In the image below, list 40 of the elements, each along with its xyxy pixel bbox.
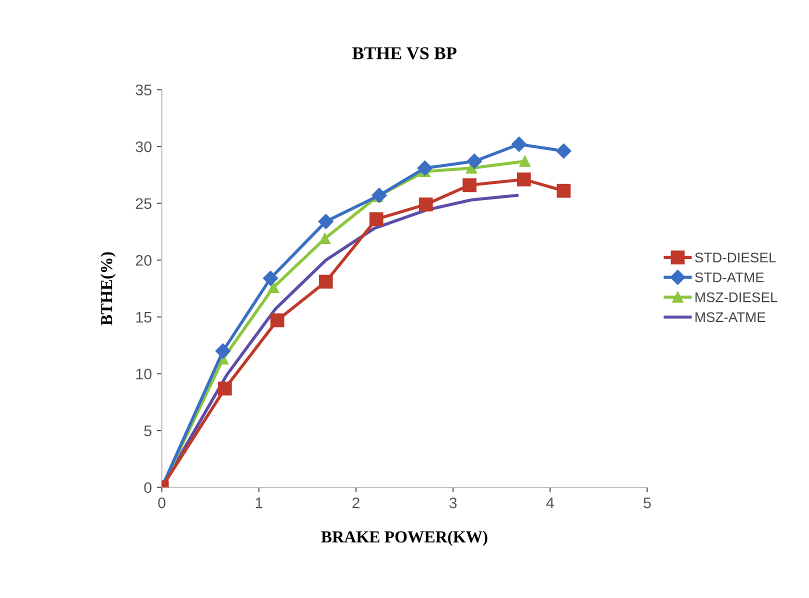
x-tick-label: 3 (449, 497, 457, 508)
point (270, 313, 284, 328)
legend-label: STD-DIESEL (695, 252, 776, 262)
chart-title: BTHE VS BP (352, 47, 457, 60)
y-tick-label: 0 (144, 482, 152, 494)
point (556, 184, 571, 198)
x-axis-title: BRAKE POWER(KW) (321, 530, 488, 546)
point (418, 198, 433, 212)
point (511, 136, 527, 152)
y-tick-label: 15 (136, 312, 152, 323)
y-axis-title: BTHE(%) (100, 252, 116, 326)
point (318, 274, 333, 289)
y-tick-label: 35 (136, 84, 152, 96)
point (318, 214, 334, 230)
y-tick-label: 30 (136, 141, 152, 152)
legend-label: MSZ-DIESEL (696, 292, 778, 302)
x-tick-label: 5 (644, 498, 651, 508)
x-tick-label: 1 (256, 498, 262, 508)
point (319, 232, 330, 244)
point (262, 270, 278, 286)
point (218, 382, 232, 396)
point (516, 172, 531, 186)
x-tick-label: 0 (158, 497, 166, 508)
point (417, 160, 432, 176)
point (556, 143, 572, 159)
legend-label: STD-ATME (695, 272, 764, 282)
y-tick-label: 5 (144, 426, 152, 436)
y-tick-label: 10 (136, 368, 152, 380)
legend-label: MSZ-ATME (696, 312, 766, 322)
point (215, 343, 231, 359)
point (369, 212, 384, 226)
point (462, 178, 476, 192)
x-tick-label: 2 (352, 497, 360, 508)
y-tick-label: 25 (136, 198, 152, 210)
x-tick-label: 4 (546, 498, 554, 508)
point (466, 154, 482, 169)
point (372, 188, 387, 203)
y-tick-label: 20 (136, 255, 152, 266)
point (268, 282, 279, 293)
point (519, 156, 530, 167)
